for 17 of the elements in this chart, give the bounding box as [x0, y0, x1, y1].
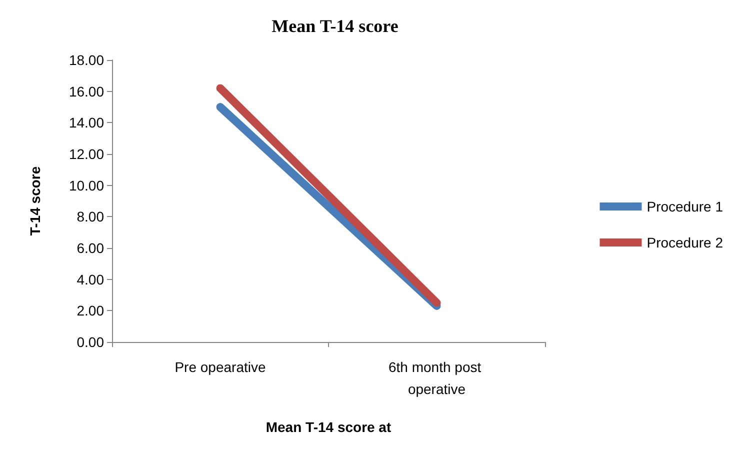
y-tick-label: 6.00 — [76, 240, 104, 256]
y-tick-label: 18.00 — [68, 52, 104, 68]
y-tick-label: 0.00 — [76, 334, 104, 350]
x-tick-label: Pre opearative — [174, 359, 266, 375]
legend-label: Procedure 1 — [646, 198, 724, 214]
y-tick-label: 8.00 — [76, 208, 104, 225]
y-tick-label: 2.00 — [76, 302, 104, 319]
y-tick-label: 10.00 — [68, 177, 104, 194]
x-tick-label: 6th month post operative — [388, 359, 486, 397]
y-tick-label: 4.00 — [76, 271, 104, 288]
y-tick-label: 12.00 — [68, 146, 104, 162]
x-axis-title: Mean T-14 score at — [266, 419, 392, 435]
y-tick-label: 16.00 — [68, 83, 104, 100]
legend-label: Procedure 2 — [646, 234, 724, 250]
y-axis-title: T-14 score — [27, 166, 43, 236]
chart-title: Mean T-14 score — [272, 16, 398, 36]
y-tick-label: 14.00 — [68, 114, 104, 131]
